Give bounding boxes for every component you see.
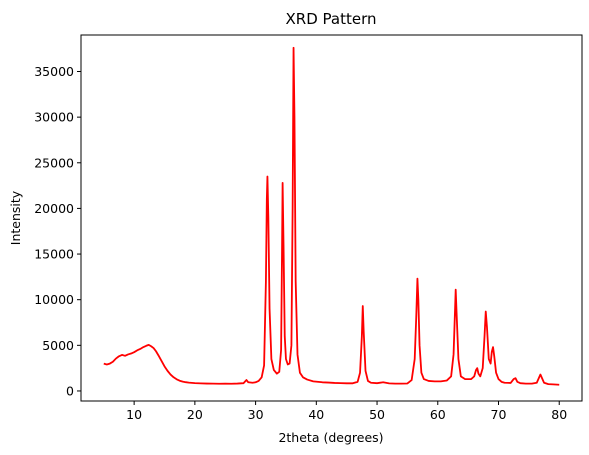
- x-axis-label: 2theta (degrees): [278, 430, 383, 445]
- chart-title: XRD Pattern: [286, 10, 377, 28]
- x-tick-label: 70: [491, 407, 507, 422]
- y-axis-label: Intensity: [8, 190, 23, 245]
- y-tick-label: 20000: [34, 201, 74, 216]
- y-tick-label: 25000: [34, 155, 74, 170]
- x-tick-label: 80: [551, 407, 567, 422]
- x-tick-label: 60: [430, 407, 446, 422]
- y-tick-label: 35000: [34, 64, 74, 79]
- plot-frame: [80, 34, 583, 402]
- y-tick-label: 0: [66, 383, 74, 398]
- series-line: [103, 46, 560, 386]
- y-tick-label: 5000: [42, 338, 74, 353]
- y-tick-label: 30000: [34, 110, 74, 125]
- x-tick-label: 20: [187, 407, 203, 422]
- y-axis-ticks: 0 5000 10000 15000 20000 25000 30000 35000: [34, 64, 81, 398]
- x-tick-label: 40: [308, 407, 324, 422]
- x-tick-label: 10: [126, 407, 142, 422]
- x-tick-label: 50: [369, 407, 385, 422]
- x-axis-ticks: 10 20 30 40 50 60 70 80: [126, 401, 567, 422]
- y-tick-label: 15000: [34, 247, 74, 262]
- x-tick-label: 30: [248, 407, 264, 422]
- y-tick-label: 10000: [34, 292, 74, 307]
